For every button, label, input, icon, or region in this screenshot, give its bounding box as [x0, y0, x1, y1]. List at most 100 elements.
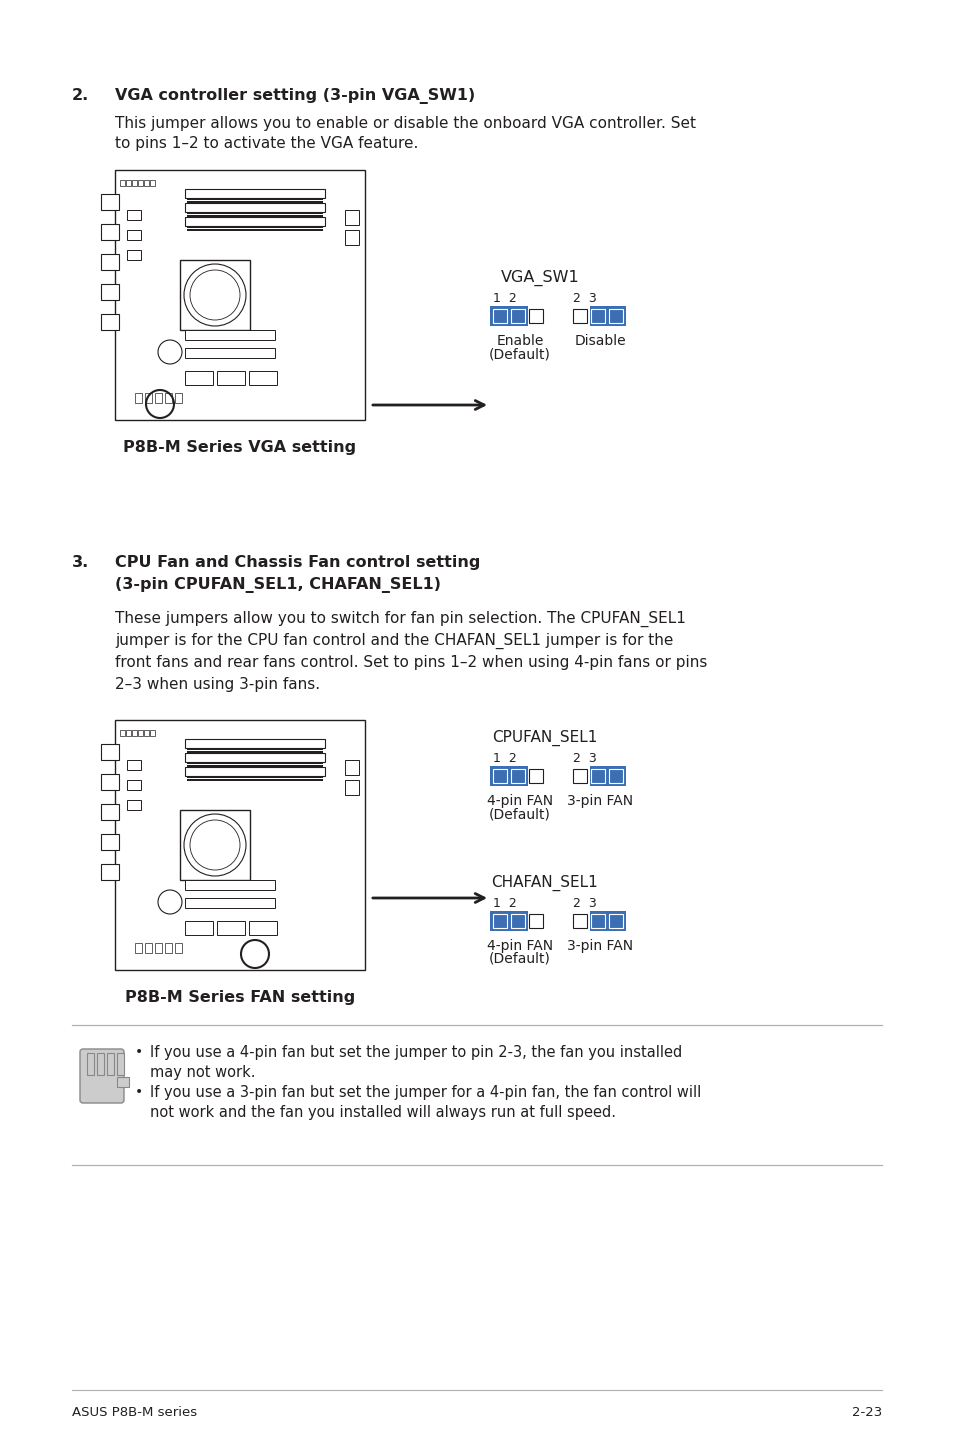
Bar — [145, 393, 152, 403]
Text: VGA controller setting (3-pin VGA_SW1): VGA controller setting (3-pin VGA_SW1) — [115, 88, 475, 104]
Text: 4-pin FAN: 4-pin FAN — [486, 939, 553, 953]
FancyArrowPatch shape — [373, 401, 483, 410]
Bar — [101, 864, 119, 880]
Bar — [117, 1077, 129, 1087]
Bar — [127, 779, 141, 789]
Bar — [127, 230, 141, 240]
Bar — [529, 915, 542, 928]
Text: If you use a 3-pin fan but set the jumper for a 4-pin fan, the fan control will: If you use a 3-pin fan but set the jumpe… — [150, 1086, 700, 1100]
Bar — [115, 720, 365, 971]
Bar — [187, 765, 323, 766]
Bar — [127, 210, 141, 220]
Bar — [493, 769, 506, 784]
Bar — [511, 915, 524, 928]
Text: These jumpers allow you to switch for fan pin selection. The CPUFAN_SEL1: These jumpers allow you to switch for fa… — [115, 611, 685, 627]
Bar — [150, 180, 154, 186]
Bar — [187, 198, 323, 200]
Bar — [180, 260, 250, 329]
Bar — [187, 779, 323, 781]
Bar — [511, 309, 524, 324]
Text: 2-23: 2-23 — [851, 1406, 882, 1419]
Bar — [187, 748, 323, 751]
FancyArrowPatch shape — [373, 893, 483, 903]
Bar — [493, 309, 506, 324]
Bar — [120, 180, 125, 186]
Bar — [187, 201, 323, 203]
Text: (Default): (Default) — [489, 347, 551, 361]
Bar — [154, 393, 162, 403]
Text: Disable: Disable — [574, 334, 625, 348]
Text: If you use a 4-pin fan but set the jumper to pin 2-3, the fan you installed: If you use a 4-pin fan but set the jumpe… — [150, 1045, 681, 1060]
Text: •: • — [135, 1086, 143, 1099]
Text: to pins 1–2 to activate the VGA feature.: to pins 1–2 to activate the VGA feature. — [115, 137, 418, 151]
Bar — [216, 371, 245, 385]
Bar — [165, 393, 172, 403]
Bar — [187, 226, 323, 229]
Bar — [126, 180, 131, 186]
Bar — [529, 769, 542, 784]
Bar — [101, 313, 119, 329]
Bar — [511, 769, 524, 784]
Text: P8B-M Series FAN setting: P8B-M Series FAN setting — [125, 989, 355, 1005]
FancyBboxPatch shape — [80, 1048, 124, 1103]
Text: CPU Fan and Chassis Fan control setting: CPU Fan and Chassis Fan control setting — [115, 555, 480, 569]
Text: (Default): (Default) — [489, 807, 551, 821]
Text: VGA_SW1: VGA_SW1 — [500, 270, 578, 286]
Text: 4-pin FAN: 4-pin FAN — [486, 794, 553, 808]
Bar — [87, 1053, 94, 1076]
Circle shape — [184, 814, 246, 876]
Text: 2  3: 2 3 — [573, 292, 597, 305]
Bar — [490, 912, 527, 930]
Text: (Default): (Default) — [489, 952, 551, 966]
Bar — [493, 915, 506, 928]
Bar — [608, 309, 622, 324]
Text: ASUS P8B-M series: ASUS P8B-M series — [71, 1406, 197, 1419]
Bar — [107, 1053, 113, 1076]
Bar — [345, 779, 358, 795]
Bar — [138, 180, 143, 186]
Bar — [132, 731, 137, 736]
Bar — [185, 217, 325, 226]
Bar — [127, 761, 141, 769]
Bar — [490, 766, 527, 787]
Circle shape — [184, 265, 246, 326]
Bar — [144, 180, 149, 186]
Bar — [185, 754, 325, 762]
Text: 1  2: 1 2 — [493, 292, 517, 305]
Bar — [490, 306, 527, 326]
Text: 3-pin FAN: 3-pin FAN — [566, 794, 633, 808]
Bar — [589, 766, 625, 787]
Text: This jumper allows you to enable or disable the onboard VGA controller. Set: This jumper allows you to enable or disa… — [115, 116, 696, 131]
Bar — [573, 915, 586, 928]
Bar — [573, 309, 586, 324]
Bar — [132, 180, 137, 186]
Bar — [608, 915, 622, 928]
Bar — [185, 371, 213, 385]
Bar — [101, 804, 119, 820]
Bar — [608, 769, 622, 784]
Bar — [97, 1053, 104, 1076]
Bar — [573, 769, 586, 784]
Bar — [135, 943, 142, 953]
Bar — [216, 920, 245, 935]
Bar — [590, 309, 604, 324]
Text: 3.: 3. — [71, 555, 90, 569]
Bar — [185, 739, 325, 748]
Bar — [185, 766, 325, 777]
Bar — [185, 920, 213, 935]
Text: 2–3 when using 3-pin fans.: 2–3 when using 3-pin fans. — [115, 677, 320, 692]
Text: CPUFAN_SEL1: CPUFAN_SEL1 — [492, 731, 598, 746]
Bar — [138, 731, 143, 736]
Bar — [180, 810, 250, 880]
Bar — [126, 731, 131, 736]
Text: 2  3: 2 3 — [573, 897, 597, 910]
Bar — [249, 920, 276, 935]
Text: P8B-M Series VGA setting: P8B-M Series VGA setting — [123, 440, 356, 454]
Circle shape — [190, 270, 240, 321]
Bar — [185, 203, 325, 211]
Bar — [589, 306, 625, 326]
Bar — [185, 188, 325, 198]
Bar — [187, 229, 323, 232]
Bar — [101, 283, 119, 301]
Bar — [174, 393, 182, 403]
